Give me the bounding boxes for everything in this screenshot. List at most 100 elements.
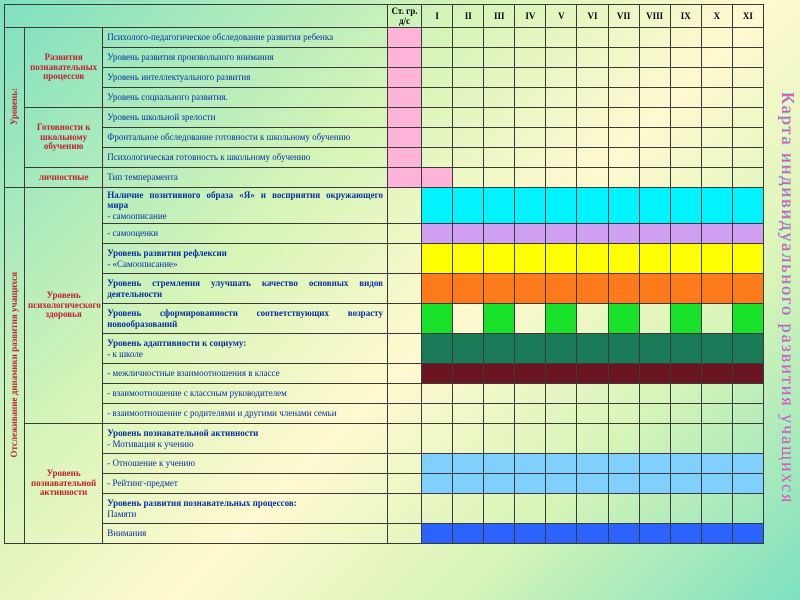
grade-cell xyxy=(515,108,546,128)
grade-cell xyxy=(484,364,515,384)
grade-cell xyxy=(546,68,577,88)
grade-cell xyxy=(453,244,484,274)
grade-cell xyxy=(701,108,732,128)
grade-cell xyxy=(515,384,546,404)
grade-cell xyxy=(608,88,639,108)
criterion-description: - Рейтинг-предмет xyxy=(103,474,388,494)
grade-cell xyxy=(546,474,577,494)
grade-cell xyxy=(515,304,546,334)
table-row: Фронтальное обследование готовности к шк… xyxy=(5,128,764,148)
grade-cell xyxy=(577,274,608,304)
grade-cell xyxy=(484,404,515,424)
grade-cell xyxy=(422,404,453,424)
table-row: Уровень адаптивности к социуму:- к школе xyxy=(5,334,764,364)
grade-cell xyxy=(732,524,763,544)
grade-cell xyxy=(546,404,577,424)
criterion-description: Тип темперамента xyxy=(103,168,388,188)
grade-cell xyxy=(546,224,577,244)
grade-cell xyxy=(388,334,422,364)
grade-cell xyxy=(515,28,546,48)
grade-cell xyxy=(639,168,670,188)
grade-cell xyxy=(732,494,763,524)
grade-cell xyxy=(670,168,701,188)
table-row: Внимания xyxy=(5,524,764,544)
table-row: Психологическая готовность к школьному о… xyxy=(5,148,764,168)
grade-cell xyxy=(701,424,732,454)
grade-cell xyxy=(701,304,732,334)
grade-cell xyxy=(577,128,608,148)
grade-cell xyxy=(670,68,701,88)
grade-cell xyxy=(515,404,546,424)
grade-cell xyxy=(546,88,577,108)
header-st: Ст. гр. д/с xyxy=(388,5,422,28)
grade-cell xyxy=(388,28,422,48)
grade-cell xyxy=(639,494,670,524)
grade-cell xyxy=(388,364,422,384)
table-row: Уровень интеллектуального развития xyxy=(5,68,764,88)
grade-cell xyxy=(732,148,763,168)
grade-cell xyxy=(422,28,453,48)
table-row: - Отношение к учению xyxy=(5,454,764,474)
header-grade: I xyxy=(422,5,453,28)
grade-cell xyxy=(608,524,639,544)
grade-cell xyxy=(670,494,701,524)
grade-cell xyxy=(732,384,763,404)
grade-cell xyxy=(546,108,577,128)
grade-cell xyxy=(639,424,670,454)
grade-cell xyxy=(608,364,639,384)
grade-cell xyxy=(515,188,546,224)
criterion-description: Уровень познавательной активности- Мотив… xyxy=(103,424,388,454)
grade-cell xyxy=(732,474,763,494)
grade-cell xyxy=(484,28,515,48)
grade-cell xyxy=(608,128,639,148)
grade-cell xyxy=(732,88,763,108)
grade-cell xyxy=(639,88,670,108)
criterion-description: Наличие позитивного образа «Я» и восприя… xyxy=(103,188,388,224)
grade-cell xyxy=(670,364,701,384)
grade-cell xyxy=(608,68,639,88)
grade-cell xyxy=(422,168,453,188)
grade-cell xyxy=(670,304,701,334)
grade-cell xyxy=(701,404,732,424)
grade-cell xyxy=(484,494,515,524)
table-row: Уровень социального развития. xyxy=(5,88,764,108)
grade-cell xyxy=(701,48,732,68)
category-label: Уровень познавательной активности xyxy=(25,424,103,544)
criterion-description: Уровень развития рефлексии- «Самоописани… xyxy=(103,244,388,274)
grade-cell xyxy=(670,224,701,244)
grade-cell xyxy=(639,474,670,494)
grade-cell xyxy=(422,244,453,274)
grade-cell xyxy=(639,524,670,544)
grade-cell xyxy=(608,404,639,424)
grade-cell xyxy=(639,128,670,148)
grade-cell xyxy=(670,88,701,108)
grade-cell xyxy=(732,274,763,304)
grade-cell xyxy=(453,304,484,334)
grade-cell xyxy=(515,524,546,544)
grade-cell xyxy=(732,334,763,364)
category-label: Готовности к школьному обучению xyxy=(25,108,103,168)
grade-cell xyxy=(546,28,577,48)
grade-cell xyxy=(453,224,484,244)
grade-cell xyxy=(577,48,608,68)
grade-cell xyxy=(577,148,608,168)
grade-cell xyxy=(515,68,546,88)
grade-cell xyxy=(453,188,484,224)
grade-cell xyxy=(453,424,484,454)
table-row: Уровень развития познавательных процессо… xyxy=(5,494,764,524)
grade-cell xyxy=(670,384,701,404)
criterion-description: - взаимоотношение с классным руководител… xyxy=(103,384,388,404)
grade-cell xyxy=(515,474,546,494)
grade-cell xyxy=(546,304,577,334)
grade-cell xyxy=(732,168,763,188)
grade-cell xyxy=(515,168,546,188)
table-row: - взаимоотношение с классным руководител… xyxy=(5,384,764,404)
grade-cell xyxy=(484,454,515,474)
grade-cell xyxy=(453,108,484,128)
header-grade: VI xyxy=(577,5,608,28)
header-grade: V xyxy=(546,5,577,28)
grade-cell xyxy=(577,494,608,524)
category-label: Уровень психологического здоровья xyxy=(25,188,103,424)
criterion-description: - межличностные взаимоотношения в классе xyxy=(103,364,388,384)
grade-cell xyxy=(515,224,546,244)
